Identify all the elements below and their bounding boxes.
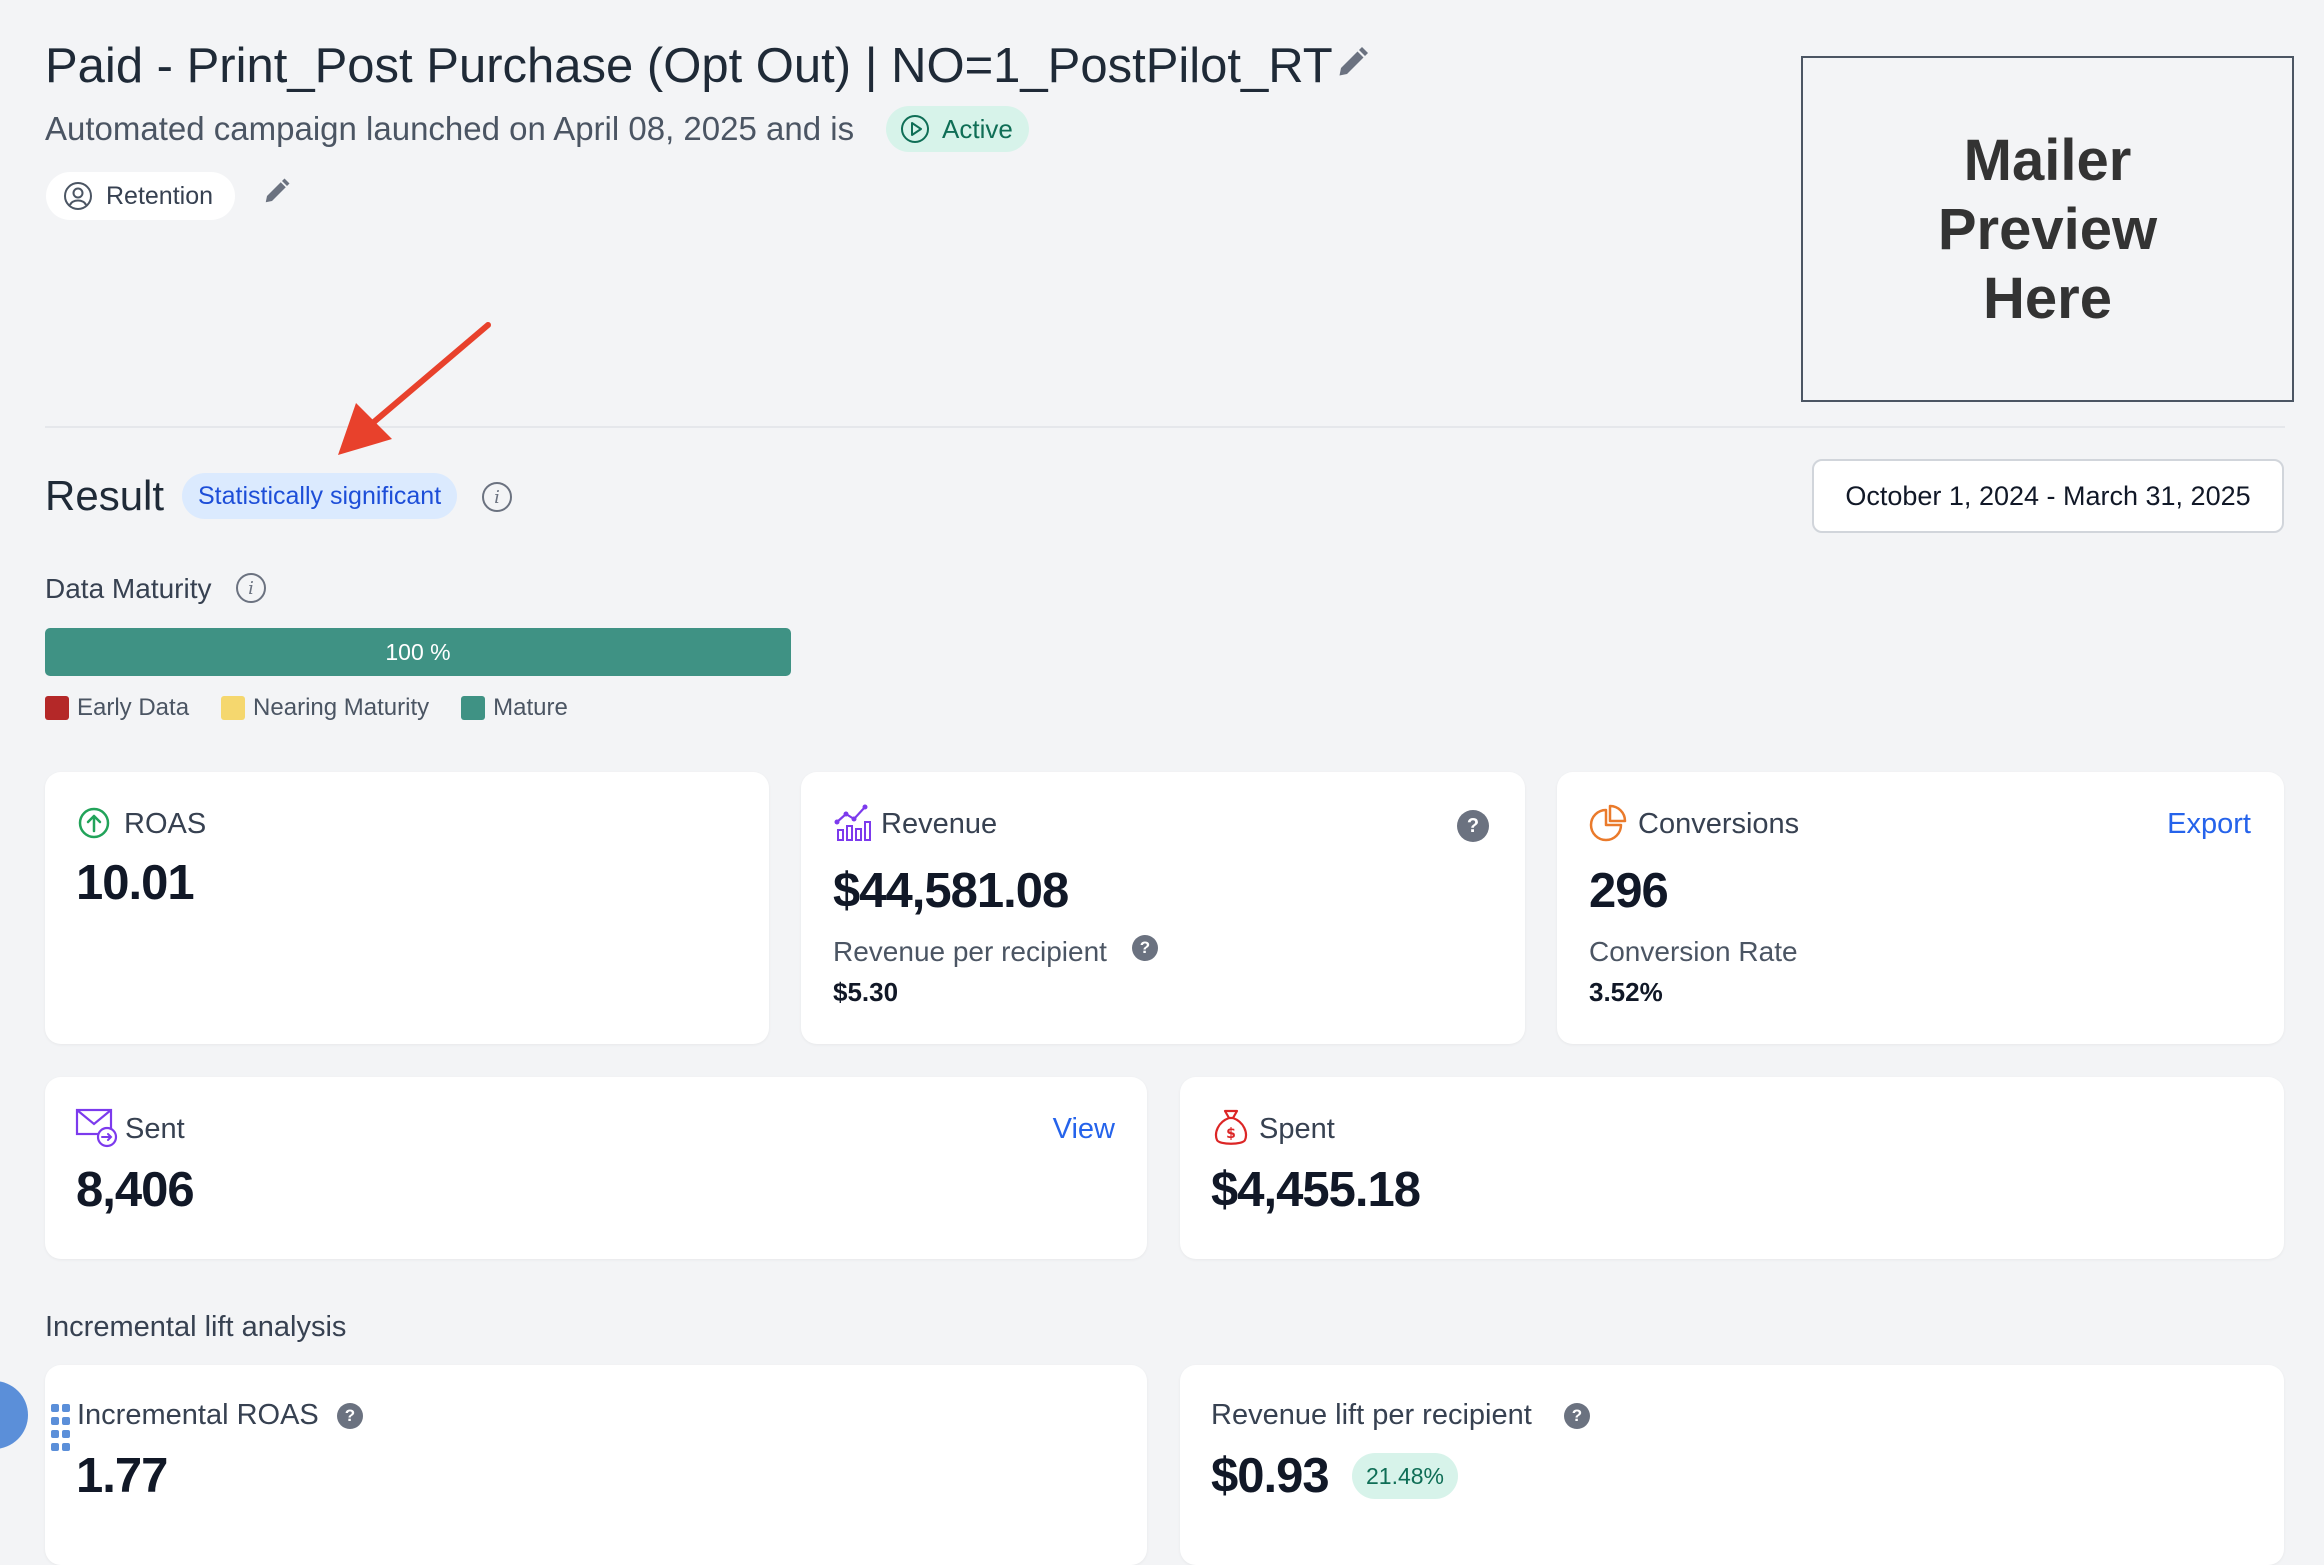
annotation-arrow-icon [338,322,491,455]
revenue-card: Revenue ? $44,581.08 Revenue per recipie… [801,772,1525,1044]
conversions-value: 296 [1589,864,1669,918]
floating-action-button[interactable] [0,1381,28,1449]
revenue-label: Revenue [881,808,998,840]
sent-value: 8,406 [76,1163,195,1217]
incremental-roas-value: 1.77 [76,1449,168,1503]
sent-card: Sent View 8,406 [45,1077,1147,1259]
status-text: Active [942,113,1013,144]
campaign-subtitle: Automated campaign launched on April 08,… [45,110,855,147]
revenue-help-icon[interactable]: ? [1457,810,1489,842]
maturity-progress-bar: 100 % [45,628,791,676]
maturity-info-icon[interactable]: i [236,573,266,603]
spent-card: $ Spent $4,455.18 [1180,1077,2284,1259]
legend-swatch [461,696,486,720]
roas-value: 10.01 [76,856,195,910]
export-link[interactable]: Export [2167,808,2251,840]
tag-label: Retention [106,181,214,210]
edit-title-icon[interactable] [1335,44,1371,80]
conversion-rate-label: Conversion Rate [1589,936,1798,967]
divider [45,426,2285,428]
legend-early-data: Early Data [45,694,189,722]
campaign-title: Paid - Print_Post Purchase (Opt Out) | N… [45,39,1333,93]
revenue-per-recipient-label: Revenue per recipient [833,936,1107,967]
money-bag-icon: $ [1214,1109,1248,1145]
revenue-value: $44,581.08 [833,864,1069,918]
legend-label: Early Data [77,694,190,721]
result-heading: Result [45,472,165,519]
conversions-card: Conversions Export 296 Conversion Rate 3… [1557,772,2284,1044]
play-circle-icon [901,115,929,143]
maturity-legend: Early Data Nearing Maturity Mature [45,694,584,722]
incremental-roas-label: Incremental ROAS [77,1399,319,1431]
status-badge: Active [886,106,1029,152]
revenue-lift-badge: 21.48% [1352,1453,1459,1499]
spent-value: $4,455.18 [1211,1163,1421,1217]
tag-chip[interactable]: Retention [46,172,236,220]
conversion-rate-value: 3.52% [1589,977,1663,1007]
legend-label: Mature [493,694,568,721]
data-maturity-label: Data Maturity [45,573,212,604]
legend-swatch [45,696,69,720]
chart-icon [834,804,871,841]
revenue-per-recipient-value: $5.30 [833,977,899,1007]
spent-label: Spent [1259,1113,1335,1145]
revenue-lift-value: $0.93 [1211,1449,1330,1503]
legend-mature: Mature [461,694,568,722]
legend-nearing-maturity: Nearing Maturity [221,694,429,722]
legend-label: Nearing Maturity [253,694,430,721]
revenue-lift-help-icon[interactable]: ? [1564,1403,1590,1429]
roas-label: ROAS [124,808,207,840]
legend-swatch [221,696,246,720]
incremental-roas-card: Incremental ROAS ? 1.77 [45,1365,1147,1565]
incremental-lift-heading: Incremental lift analysis [45,1311,347,1343]
sent-label: Sent [125,1113,185,1145]
svg-text:$: $ [1226,1126,1236,1142]
user-circle-icon [64,182,92,210]
drag-handle-icon[interactable] [50,1402,72,1462]
result-info-icon[interactable]: i [482,482,512,512]
roas-card: ROAS 10.01 [45,772,769,1044]
conversions-label: Conversions [1638,808,1800,840]
arrow-up-circle-icon [78,807,110,839]
revenue-lift-card: Revenue lift per recipient ? $0.93 21.48… [1180,1365,2284,1565]
edit-tag-icon[interactable] [262,176,292,206]
view-link[interactable]: View [1052,1113,1115,1145]
mail-send-icon [75,1108,118,1148]
significance-badge: Statistically significant [182,473,458,519]
date-range-button[interactable]: October 1, 2024 - March 31, 2025 [1812,459,2284,533]
maturity-progress-fill: 100 % [45,628,791,676]
mailer-preview-text: Mailer Preview Here [1937,127,2158,331]
pie-chart-icon [1589,804,1627,842]
mailer-preview[interactable]: Mailer Preview Here [1801,56,2294,402]
revenue-per-recipient-help-icon[interactable]: ? [1132,935,1158,961]
revenue-lift-label: Revenue lift per recipient [1211,1399,1532,1431]
incremental-roas-help-icon[interactable]: ? [337,1403,363,1429]
